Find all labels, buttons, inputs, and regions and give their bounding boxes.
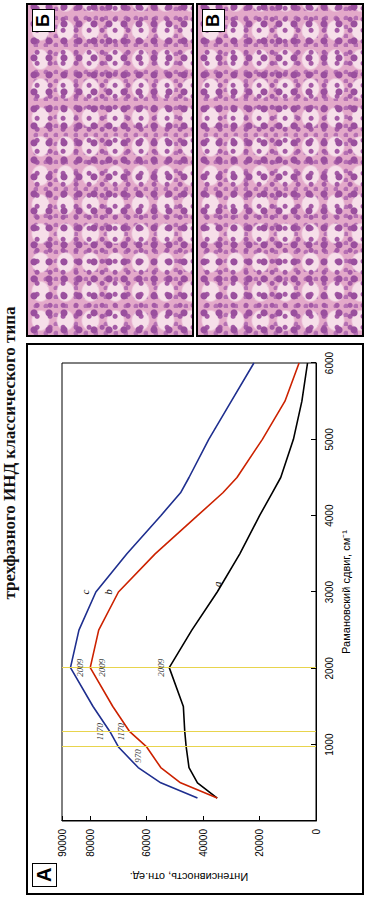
- svg-text:2009: 2009: [156, 658, 166, 677]
- svg-text:3000: 3000: [324, 580, 335, 603]
- svg-text:2000: 2000: [324, 657, 335, 680]
- html-text:Б: Б: [33, 14, 53, 27]
- svg-text:a: a: [211, 581, 223, 587]
- svg-text:60000: 60000: [141, 829, 152, 857]
- html-text:А: А: [33, 867, 55, 882]
- svg-text:970: 970: [133, 749, 143, 763]
- svg-text:80000: 80000: [85, 829, 96, 857]
- svg-text:Рамановский сдвиг, см⁻¹: Рамановский сдвиг, см⁻¹: [340, 530, 352, 654]
- svg-text:1170: 1170: [116, 723, 126, 741]
- svg-text:5000: 5000: [324, 428, 335, 451]
- html-text:трехфазного ИНД классического: трехфазного ИНД классического типа: [0, 306, 19, 600]
- svg-text:1000: 1000: [324, 733, 335, 756]
- svg-text:2009: 2009: [97, 658, 107, 677]
- svg-text:1170: 1170: [95, 723, 105, 741]
- svg-text:4000: 4000: [324, 504, 335, 527]
- svg-text:0: 0: [311, 829, 322, 835]
- svg-text:b: b: [102, 589, 114, 595]
- svg-text:40000: 40000: [198, 829, 209, 857]
- svg-text:20000: 20000: [254, 829, 265, 857]
- svg-text:6000: 6000: [324, 351, 335, 374]
- svg-text:90000: 90000: [57, 829, 68, 857]
- svg-text:2009: 2009: [75, 658, 85, 677]
- svg-text:c: c: [79, 589, 91, 594]
- html-text:В: В: [203, 14, 223, 27]
- svg-text:Интенсивность, отн.ед.: Интенсивность, отн.ед.: [130, 871, 249, 883]
